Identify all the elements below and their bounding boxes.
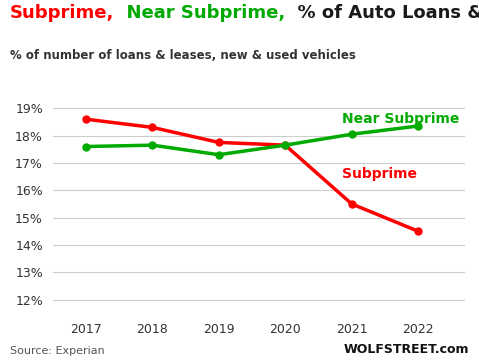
Text: WOLFSTREET.com: WOLFSTREET.com xyxy=(344,343,469,356)
Text: Subprime,: Subprime, xyxy=(10,4,114,22)
Text: % of Auto Loans & Leases: % of Auto Loans & Leases xyxy=(285,4,479,22)
Text: Source: Experian: Source: Experian xyxy=(10,346,104,356)
Text: Near Subprime,: Near Subprime, xyxy=(114,4,285,22)
Text: % of number of loans & leases, new & used vehicles: % of number of loans & leases, new & use… xyxy=(10,49,355,62)
Text: Subprime: Subprime xyxy=(342,167,417,181)
Text: Near Subprime: Near Subprime xyxy=(342,112,459,126)
